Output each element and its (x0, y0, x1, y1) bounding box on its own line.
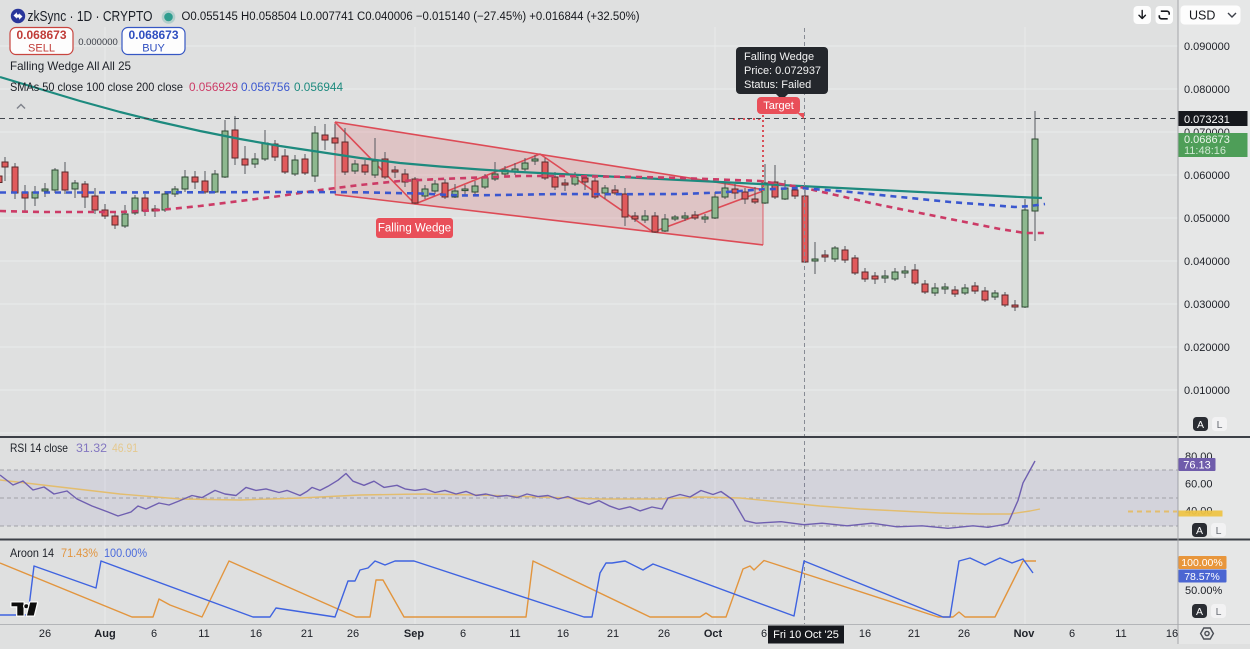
svg-text:50.00%: 50.00% (1185, 585, 1223, 597)
svg-text:76.13: 76.13 (1183, 460, 1211, 472)
svg-text:0.060000: 0.060000 (1184, 170, 1230, 182)
svg-text:0.050000: 0.050000 (1184, 213, 1230, 225)
svg-text:BUY: BUY (142, 43, 165, 55)
svg-text:31.32: 31.32 (76, 441, 107, 455)
svg-text:11: 11 (509, 628, 520, 640)
svg-text:O0.055145 H0.058504 L0.007741: O0.055145 H0.058504 L0.007741 C0.040006 … (182, 11, 640, 23)
svg-text:Falling Wedge All All 25: Falling Wedge All All 25 (10, 59, 131, 73)
svg-text:21: 21 (301, 628, 313, 640)
svg-text:Price: 0.072937: Price: 0.072937 (744, 65, 821, 77)
svg-text:100.00%: 100.00% (104, 546, 147, 560)
svg-text:78.57%: 78.57% (1184, 571, 1220, 583)
svg-text:0.056756: 0.056756 (241, 80, 290, 94)
svg-text:11:48:16: 11:48:16 (1184, 145, 1226, 157)
svg-text:Status: Failed: Status: Failed (744, 79, 811, 91)
svg-text:100.00%: 100.00% (1181, 557, 1222, 569)
svg-text:L: L (1216, 606, 1222, 618)
svg-text:6: 6 (460, 628, 466, 640)
svg-text:21: 21 (607, 628, 619, 640)
svg-text:Oct: Oct (704, 628, 723, 640)
svg-text:0.073231: 0.073231 (1184, 114, 1230, 126)
svg-text:Sep: Sep (404, 628, 424, 640)
svg-text:Aug: Aug (94, 628, 115, 640)
svg-text:Target: Target (763, 100, 794, 112)
svg-text:21: 21 (908, 628, 920, 640)
svg-text:0.000000: 0.000000 (78, 37, 118, 48)
svg-text:A: A (1197, 419, 1204, 431)
svg-text:zkSync · 1D · CRYPTO: zkSync · 1D · CRYPTO (28, 9, 153, 25)
svg-text:6: 6 (1069, 628, 1075, 640)
svg-text:0.056944: 0.056944 (294, 80, 343, 94)
svg-text:USD: USD (1189, 9, 1215, 23)
svg-text:Aroon 14: Aroon 14 (10, 546, 54, 560)
svg-text:0.080000: 0.080000 (1184, 84, 1230, 96)
svg-text:RSI 14 close: RSI 14 close (10, 441, 68, 455)
svg-text:60.00: 60.00 (1185, 479, 1213, 491)
svg-text:Falling Wedge: Falling Wedge (744, 51, 814, 63)
svg-text:11: 11 (1115, 628, 1126, 640)
svg-text:SELL: SELL (28, 43, 55, 55)
svg-text:0.030000: 0.030000 (1184, 299, 1230, 311)
svg-text:L: L (1217, 419, 1223, 431)
svg-text:46.91: 46.91 (112, 441, 138, 455)
svg-text:26: 26 (958, 628, 970, 640)
svg-text:26: 26 (658, 628, 670, 640)
svg-text:0.010000: 0.010000 (1184, 385, 1230, 397)
svg-text:Fri 10 Oct '25: Fri 10 Oct '25 (773, 629, 839, 641)
svg-text:L: L (1216, 525, 1222, 537)
svg-text:26: 26 (347, 628, 359, 640)
svg-text:16: 16 (557, 628, 569, 640)
svg-text:6: 6 (151, 628, 157, 640)
svg-text:26: 26 (39, 628, 51, 640)
svg-text:16: 16 (1166, 628, 1178, 640)
svg-text:0.068673: 0.068673 (128, 28, 178, 42)
svg-text:0.056929: 0.056929 (189, 80, 238, 94)
svg-text:0.068673: 0.068673 (1184, 134, 1230, 146)
svg-text:Falling Wedge: Falling Wedge (378, 223, 451, 235)
svg-text:16: 16 (250, 628, 262, 640)
svg-text:A: A (1196, 525, 1203, 537)
svg-text:0.068673: 0.068673 (16, 28, 66, 42)
svg-text:0.020000: 0.020000 (1184, 342, 1230, 354)
svg-text:16: 16 (859, 628, 871, 640)
svg-text:Nov: Nov (1014, 628, 1036, 640)
svg-text:0.090000: 0.090000 (1184, 41, 1230, 53)
svg-text:71.43%: 71.43% (61, 546, 98, 560)
svg-text:6: 6 (761, 628, 767, 640)
svg-text:0.040000: 0.040000 (1184, 256, 1230, 268)
svg-text:SMAs 50 close 100 close 200 cl: SMAs 50 close 100 close 200 close (10, 80, 183, 94)
svg-text:A: A (1196, 606, 1203, 618)
svg-text:11: 11 (198, 628, 209, 640)
